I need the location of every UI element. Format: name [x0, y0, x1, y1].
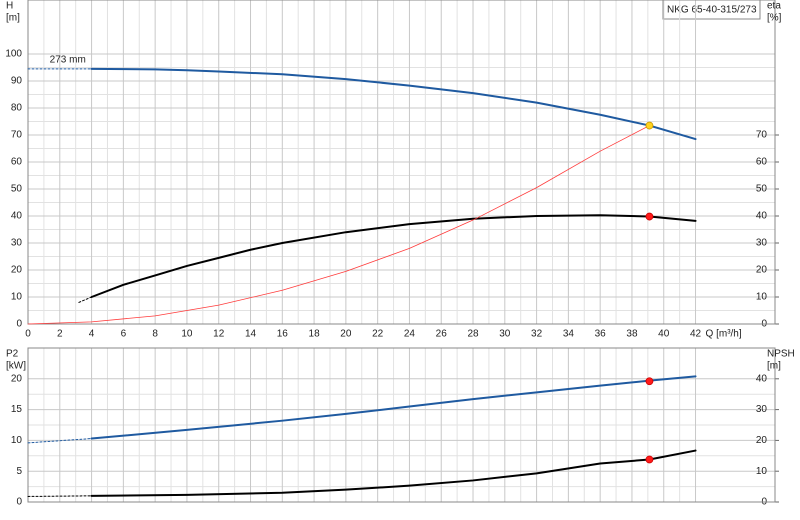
x-tick-label: 6: [121, 329, 127, 340]
duty-point: [645, 377, 654, 386]
y-tick-label: 10: [11, 292, 23, 303]
y-tick-label: 50: [11, 184, 23, 195]
chart-title: NKG 65-40-315/273: [667, 5, 757, 16]
y2-axis-label: NPSH: [767, 349, 795, 360]
y-axis-label: P2: [6, 349, 19, 360]
y2-tick-label: 20: [756, 435, 768, 446]
y2-axis-label: [%]: [767, 13, 782, 24]
y2-tick-label: 30: [756, 404, 768, 415]
duty-point: [645, 121, 654, 130]
y-tick-label: 100: [5, 49, 22, 60]
y2-axis-label: [m]: [767, 361, 781, 372]
y-tick-label: 40: [11, 211, 23, 222]
x-tick-label: 4: [89, 329, 95, 340]
x-tick-label: 24: [404, 329, 416, 340]
y-tick-label: 20: [11, 373, 23, 384]
x-tick-label: 38: [626, 329, 638, 340]
x-tick-label: 12: [213, 329, 225, 340]
curve: [90, 214, 697, 298]
y2-tick-label: 40: [756, 373, 768, 384]
curve: [90, 449, 697, 497]
x-tick-label: 20: [340, 329, 352, 340]
y-tick-label: 70: [11, 130, 23, 141]
duty-point: [645, 455, 654, 464]
annotation: 273 mm: [50, 54, 86, 65]
x-tick-label: 36: [595, 329, 607, 340]
x-tick-label: 34: [563, 329, 575, 340]
x-tick-label: 30: [499, 329, 511, 340]
x-tick-label: 18: [309, 329, 321, 340]
y2-tick-label: 50: [756, 184, 768, 195]
y-tick-label: 15: [11, 404, 23, 415]
curve: [27, 125, 650, 325]
y2-tick-label: 30: [756, 238, 768, 249]
y-tick-label: 5: [16, 466, 22, 477]
x-tick-label: 22: [372, 329, 384, 340]
x-tick-label: 10: [181, 329, 193, 340]
x-axis-label: Q [m³/h]: [706, 329, 742, 340]
x-tick-label: 28: [467, 329, 479, 340]
curve: [90, 375, 697, 440]
y2-tick-label: 40: [756, 211, 768, 222]
y-axis-label: [m]: [6, 13, 20, 24]
curve-extension: [27, 438, 93, 444]
y2-tick-label: 10: [756, 292, 768, 303]
y-tick-label: 0: [16, 497, 22, 508]
y2-tick-label: 20: [756, 265, 768, 276]
x-tick-label: 42: [690, 329, 702, 340]
duty-point: [645, 212, 654, 221]
x-tick-label: 32: [531, 329, 543, 340]
curve: [90, 67, 697, 141]
curve-extension: [27, 495, 93, 497]
y2-tick-label: 70: [756, 130, 768, 141]
y2-tick-label: 10: [756, 466, 768, 477]
title-box: [662, 0, 761, 20]
x-tick-label: 40: [658, 329, 670, 340]
x-tick-label: 0: [25, 329, 31, 340]
y-tick-label: 30: [11, 238, 23, 249]
y2-axis-label: eta: [767, 1, 781, 12]
x-tick-label: 26: [436, 329, 448, 340]
x-tick-label: 14: [245, 329, 257, 340]
y-tick-label: 80: [11, 103, 23, 114]
plot-border: [27, 347, 776, 503]
y-tick-label: 0: [16, 319, 22, 330]
y2-tick-label: 60: [756, 157, 768, 168]
y-tick-label: 10: [11, 435, 23, 446]
y-axis-label: [kW]: [6, 361, 26, 372]
x-tick-label: 2: [57, 329, 63, 340]
x-tick-label: 16: [277, 329, 289, 340]
y-axis-label: H: [6, 1, 13, 12]
x-tick-label: 8: [152, 329, 158, 340]
curve-extension: [78, 296, 93, 303]
y-tick-label: 60: [11, 157, 23, 168]
plot-border: [27, 0, 776, 325]
y-tick-label: 20: [11, 265, 23, 276]
y-tick-label: 90: [11, 76, 23, 87]
